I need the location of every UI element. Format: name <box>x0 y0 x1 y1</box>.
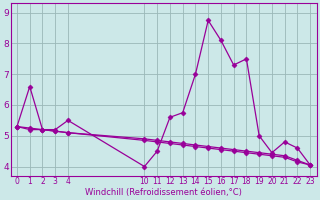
X-axis label: Windchill (Refroidissement éolien,°C): Windchill (Refroidissement éolien,°C) <box>85 188 242 197</box>
